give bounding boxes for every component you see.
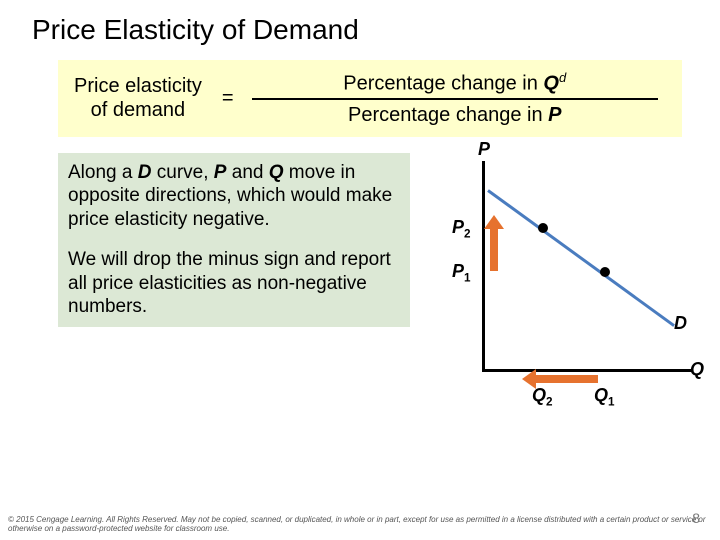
paragraph-2: We will drop the minus sign and report a… (58, 240, 410, 327)
demand-curve (487, 189, 675, 327)
price-arrow-up-icon (490, 227, 498, 271)
p2-label: P2 (452, 217, 471, 241)
denominator-var: P (548, 104, 561, 126)
denominator-text: Percentage change in (348, 104, 548, 126)
q2-sub: 2 (546, 395, 553, 408)
main-row: Along a D curve, P and Q move in opposit… (0, 153, 720, 413)
p1-v1: D (138, 162, 152, 183)
page-title: Price Elasticity of Demand (0, 0, 720, 46)
fraction-denominator: Percentage change in P (348, 100, 562, 127)
formula-fraction: Percentage change in Qd Percentage chang… (244, 70, 667, 127)
q1-var: Q (594, 385, 608, 405)
numerator-sup: d (559, 70, 566, 85)
numerator-text: Percentage change in (343, 73, 543, 95)
demand-chart: P Q D P2 P1 Q2 Q1 (428, 153, 698, 413)
formula-left-line1: Price elasticity (74, 75, 202, 97)
fraction-numerator: Percentage change in Qd (343, 70, 566, 98)
p1-v3: Q (269, 162, 284, 183)
quantity-arrow-left-icon (534, 375, 598, 383)
text-column: Along a D curve, P and Q move in opposit… (58, 153, 410, 413)
p1-var: P (452, 261, 464, 281)
numerator-var: Q (543, 73, 559, 95)
demand-label: D (674, 313, 687, 334)
y-axis-label: P (478, 139, 490, 160)
page-number: 8 (692, 510, 700, 526)
p1-t3: and (226, 162, 268, 183)
p1-sub: 1 (464, 271, 471, 284)
p2-var: P (452, 217, 464, 237)
q1-label: Q1 (594, 385, 615, 409)
formula-left-line2: of demand (91, 99, 186, 121)
p1-t2: curve, (151, 162, 213, 183)
p1-label: P1 (452, 261, 471, 285)
q1-sub: 1 (608, 395, 615, 408)
formula-box: Price elasticity of demand = Percentage … (58, 60, 682, 137)
formula-left: Price elasticity of demand (74, 74, 212, 122)
y-axis (482, 161, 485, 371)
p2-sub: 2 (464, 227, 471, 240)
x-axis-label: Q (690, 359, 704, 380)
point-p1q1 (600, 267, 610, 277)
p1-v2: P (214, 162, 227, 183)
p1-t1: Along a (68, 162, 138, 183)
chart-column: P Q D P2 P1 Q2 Q1 (410, 153, 702, 413)
equals-sign: = (212, 87, 244, 110)
paragraph-1: Along a D curve, P and Q move in opposit… (58, 153, 410, 240)
point-p2q2 (538, 223, 548, 233)
copyright-footer: © 2015 Cengage Learning. All Rights Rese… (8, 516, 712, 534)
x-axis (482, 369, 692, 372)
